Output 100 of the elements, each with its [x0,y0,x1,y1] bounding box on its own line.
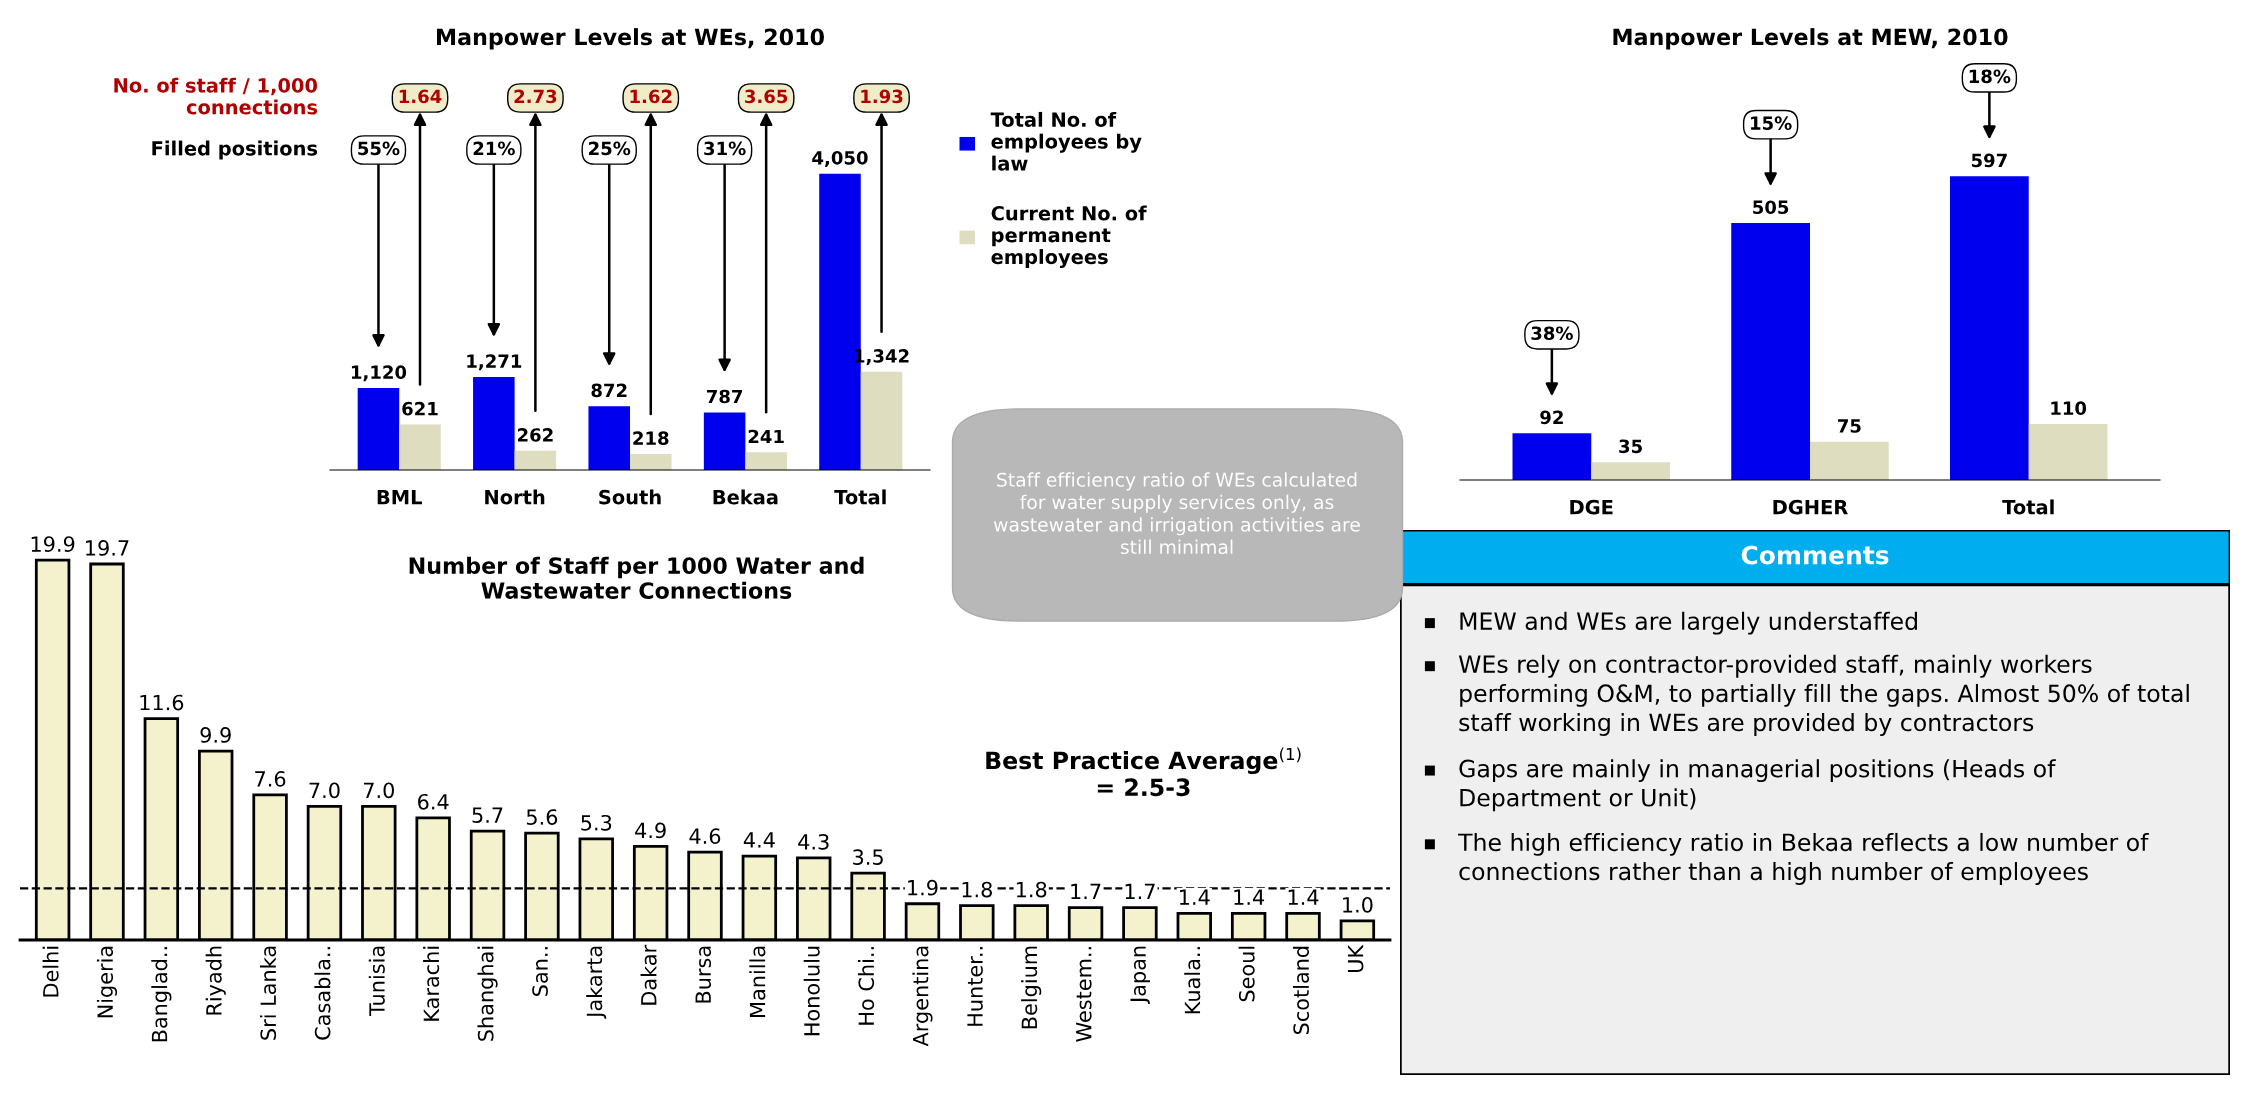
text: 2.73 [514,89,557,104]
x-tick-label: Total [2002,499,2054,515]
data-label: 3.5 [853,849,883,865]
x-tick-label: Riyadh [205,946,226,1015]
data-label: 4.9 [635,822,666,839]
data-label: 1.7 [1071,883,1101,900]
data-label: 4.6 [689,828,721,844]
x-tick-label: Karachi [423,946,440,1021]
text: 25% [589,141,631,156]
x-tick-label: Argentina [912,946,933,1047]
text: Best Practice Average$^{(1)}$ = 2.5-3 [986,747,1301,797]
text: 18% [1969,69,2011,84]
x-tick-label: San.. [532,947,548,996]
data-label: 19.7 [86,540,129,556]
text: 21% [473,141,515,156]
bar [1810,441,1889,480]
x-tick-label: Tunisia [368,946,385,1017]
text: 1.64 [399,89,442,104]
bar [745,452,787,470]
text: Filled positions [152,140,318,160]
data-label: 4.3 [798,833,829,850]
chart-title: Number of Staff per 1000 Water and Wastewater Connections [409,556,864,599]
x-tick-label: DGHER [1773,499,1848,515]
bar [357,388,400,470]
data-label: 621 [402,401,438,416]
data-label: 1.0 [1343,896,1373,913]
data-label: 35 [1619,439,1642,454]
bar [399,424,441,470]
bar [588,406,630,470]
data-label: 7.0 [309,782,340,799]
x-tick-label: Nigeria [96,946,118,1018]
x-tick-label: Bursa [695,946,712,1003]
x-tick-label: Sri Lanka [260,946,277,1040]
bar [1950,176,2029,480]
text: 3.65 [745,89,788,104]
text: Comments [1741,545,1889,565]
x-tick-label: North [485,489,545,505]
data-label: 110 [2051,401,2087,415]
data-label: 241 [748,429,784,444]
x-tick-label: Casabla.. [314,947,331,1040]
annotation: 38% [1531,326,1573,341]
text: Gaps are mainly in managerial positions (Heads of Department or Unit) [1459,759,2056,812]
data-label: 19.9 [31,536,75,552]
bar [860,371,903,470]
data-label: 6.4 [418,793,449,810]
x-tick-label: Shanghai [477,946,498,1041]
x-tick-label: Dakar [640,944,657,1005]
text: 15% [1751,116,1792,130]
data-label: 1.4 [1180,889,1210,905]
bar [703,412,746,470]
data-label: 872 [591,383,627,398]
data-label: 7.6 [255,770,286,787]
bar [514,450,557,470]
data-label: 9.9 [200,727,231,743]
bar [630,454,672,470]
data-label: 1.4 [1234,889,1265,905]
x-tick-label: Hunter.. [967,947,983,1026]
data-label: 1.4 [1288,889,1319,905]
x-tick-label: Jakarta [586,946,607,1019]
data-label: 75 [1838,419,1861,433]
bar [1591,462,1670,480]
x-tick-label: Delhi [42,946,59,997]
bar [2028,424,2108,480]
x-tick-label: Belgium [1021,946,1042,1029]
data-label: 1.7 [1125,883,1155,900]
text: MEW and WEs are largely understaffed [1460,611,1917,635]
data-label: 262 [517,428,553,442]
data-label: 1,271 [467,354,522,371]
x-tick-label: Japan [1130,946,1150,1005]
x-tick-label: Kuala.. [1184,947,1201,1014]
x-tick-label: Seoul [1238,946,1255,1002]
data-label: 11.6 [140,694,184,711]
data-label: 4.4 [743,832,775,848]
data-label: 1.8 [1016,881,1047,898]
chart-title: Manpower Levels at WEs, 2010 [437,28,824,50]
data-label: 787 [706,389,743,404]
chart-title: Manpower Levels at MEW, 2010 [1613,28,2008,50]
x-tick-label: Manilla [749,946,766,1017]
data-label: 1,120 [351,365,407,382]
text: Staff efficiency ratio of WEs calculated for water supply services only, as wastewater and irrigation activities are still minimal [993,472,1360,555]
text: WEs rely on contractor-provided staff, mainly workers performing O&M, to partially fill the gaps. Almost 50% of total staff working in WEs are provided by contractors [1458,654,2189,736]
x-tick-label: Bekaa [713,489,778,505]
legend-label: Total No. of employees by law [990,111,1142,171]
bar [1731,223,1810,480]
data-label: 5.3 [581,814,612,831]
data-label: 505 [1753,200,1789,215]
bar [473,377,515,470]
x-tick-label: Banglad.. [151,947,172,1042]
x-tick-label: Total [834,489,886,505]
data-label: 5.6 [526,809,558,825]
text: 31% [704,141,746,156]
legend-label: Current No. of permanent employees [991,205,1147,269]
data-label: 1.8 [962,881,992,898]
x-tick-label: DGE [1570,499,1613,515]
x-tick-label: UK [1347,944,1364,972]
bar [1512,433,1592,480]
x-tick-label: BML [377,490,422,505]
data-label: 597 [1971,153,2007,168]
x-tick-label: Ho Chi.. [858,947,875,1025]
text: No. of staff / 1,000 connections [114,77,318,115]
